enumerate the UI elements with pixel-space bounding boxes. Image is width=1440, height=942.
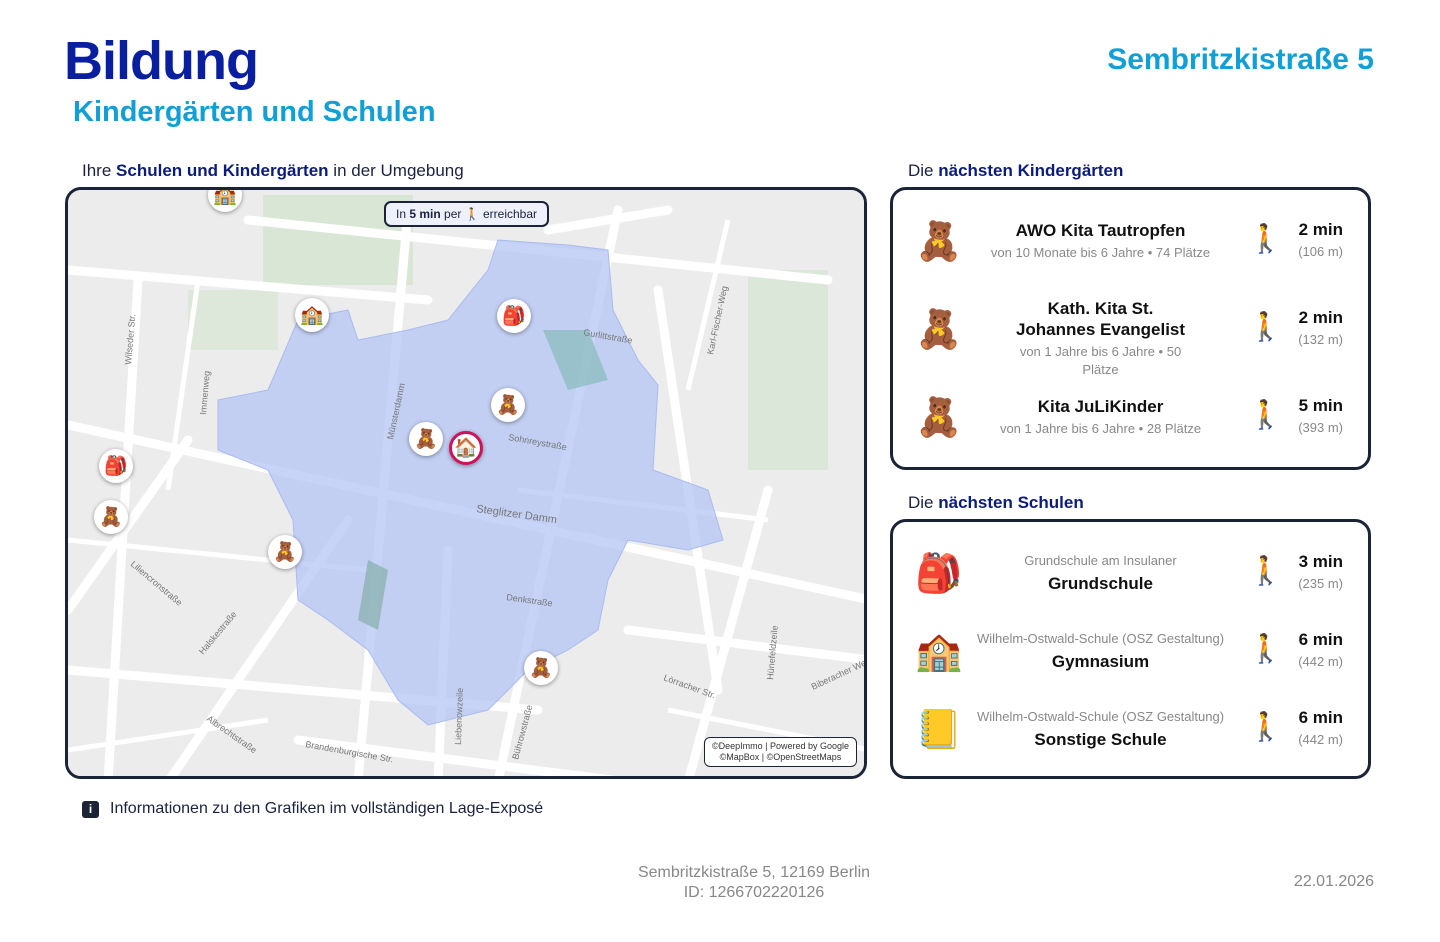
school-list: 🎒 Grundschule am Insulaner Grundschule 🚶 … [890, 519, 1371, 779]
kita-marker[interactable]: 🧸 [491, 388, 525, 422]
kita-marker[interactable]: 🧸 [268, 535, 302, 569]
teddy-bear-icon: 🧸 [915, 221, 963, 263]
kita-marker[interactable]: 🧸 [94, 500, 128, 534]
kita-item[interactable]: 🧸 AWO Kita Tautropfen von 10 Monate bis 6… [893, 218, 1368, 288]
walk-time: 6 min [1298, 708, 1343, 727]
walk-distance: (132 m) [1298, 332, 1343, 347]
walking-person-icon: 🚶 [1248, 711, 1283, 742]
home-marker[interactable]: 🏠 [449, 431, 483, 465]
kita-name: AWO Kita Tautropfen [1015, 221, 1186, 240]
school-marker[interactable]: 🎒 [99, 449, 133, 483]
school-type: Sonstige Schule [1034, 730, 1167, 749]
walk-distance: (442 m) [1298, 654, 1343, 669]
kita-marker[interactable]: 🧸 [409, 422, 443, 456]
school-building-icon: 🏫 [915, 631, 963, 673]
walk-time: 6 min [1298, 630, 1343, 649]
map-heading: Ihre Schulen und Kindergärten in der Umg… [82, 161, 464, 180]
school-type: Gymnasium [1051, 652, 1150, 671]
walking-person-icon: 🚶 [1248, 311, 1283, 342]
walking-person-icon: 🚶 [1248, 555, 1283, 586]
backpack-icon: 🎒 [915, 553, 963, 595]
school-name: Wilhelm-Ostwald-Schule (OSZ Gestaltung) [976, 631, 1225, 646]
school-name: Grundschule am Insulaner [1024, 553, 1177, 568]
svg-text:Wilseder Str.: Wilseder Str. [123, 313, 137, 365]
kita-details: von 1 Jahre bis 6 Jahre • 50 Plätze [1019, 344, 1182, 377]
kita-heading: Die nächsten Kindergärten [908, 161, 1124, 180]
map[interactable]: Gurlittstraße Karl-Fischer-Weg Münsterda… [65, 187, 867, 779]
school-item[interactable]: 📒 Wilhelm-Ostwald-Schule (OSZ Gestaltung… [893, 708, 1368, 778]
school-type: Grundschule [1048, 574, 1153, 593]
teddy-bear-icon: 🧸 [915, 397, 963, 439]
page-subtitle: Kindergärten und Schulen [73, 96, 436, 128]
walk-time: 2 min [1298, 308, 1343, 327]
kita-marker[interactable]: 🧸 [524, 651, 558, 685]
map-attribution: ©DeepImmo | Powered by Google ©MapBox | ©… [703, 737, 857, 767]
teddy-bear-icon: 🧸 [915, 309, 963, 351]
footer-date: 22.01.2026 [1293, 873, 1374, 890]
footer-id: ID: 1266702220126 [683, 884, 825, 901]
walking-person-icon: 🚶 [1248, 633, 1283, 664]
walk-time: 5 min [1298, 396, 1343, 415]
info-text: Informationen zu den Grafiken im vollstä… [110, 800, 544, 817]
kita-details: von 1 Jahre bis 6 Jahre • 28 Plätze [999, 421, 1202, 436]
school-marker[interactable]: 🏫 [208, 190, 242, 212]
kita-list: 🧸 AWO Kita Tautropfen von 10 Monate bis 6… [890, 187, 1371, 470]
property-address: Sembritzkistraße 5 [1107, 43, 1374, 76]
svg-text:Liebenowzeile: Liebenowzeile [453, 688, 465, 745]
page-title: Bildung [64, 31, 259, 91]
footer: Sembritzkistraße 5, 12169 Berlin ID: 1266… [0, 863, 1440, 903]
walk-distance: (393 m) [1298, 420, 1343, 435]
school-marker[interactable]: 🎒 [497, 299, 531, 333]
kita-details: von 10 Monate bis 6 Jahre • 74 Plätze [990, 245, 1211, 260]
footer-address: Sembritzkistraße 5, 12169 Berlin [637, 864, 871, 881]
school-heading: Die nächsten Schulen [908, 493, 1084, 512]
info-note: i Informationen zu den Grafiken im vollst… [82, 800, 543, 818]
school-marker[interactable]: 🏫 [295, 298, 329, 332]
notebook-icon: 📒 [915, 709, 963, 751]
reach-badge: In 5 min per 🚶 erreichbar [384, 201, 550, 227]
svg-text:Hünefeldzeile: Hünefeldzeile [765, 625, 780, 680]
info-icon: i [82, 800, 99, 818]
walk-time: 2 min [1298, 220, 1343, 239]
walking-person-icon: 🚶 [1248, 223, 1283, 254]
school-item[interactable]: 🎒 Grundschule am Insulaner Grundschule 🚶 … [893, 552, 1368, 622]
kita-name: Kita JuLiKinder [1037, 397, 1164, 416]
svg-text:Immenweg: Immenweg [198, 370, 212, 415]
kita-item[interactable]: 🧸 Kita JuLiKinder von 1 Jahre bis 6 Jahre… [893, 396, 1368, 466]
walk-distance: (442 m) [1298, 732, 1343, 747]
kita-name: Kath. Kita St. Johannes Evangelist [1015, 299, 1186, 339]
walking-person-icon: 🚶 [464, 207, 480, 221]
walk-distance: (106 m) [1298, 244, 1343, 259]
walk-time: 3 min [1298, 552, 1343, 571]
school-item[interactable]: 🏫 Wilhelm-Ostwald-Schule (OSZ Gestaltung… [893, 630, 1368, 700]
walking-person-icon: 🚶 [1248, 399, 1283, 430]
kita-item[interactable]: 🧸 Kath. Kita St. Johannes Evangelist von … [893, 298, 1368, 377]
school-name: Wilhelm-Ostwald-Schule (OSZ Gestaltung) [976, 709, 1225, 724]
walk-distance: (235 m) [1298, 576, 1343, 591]
